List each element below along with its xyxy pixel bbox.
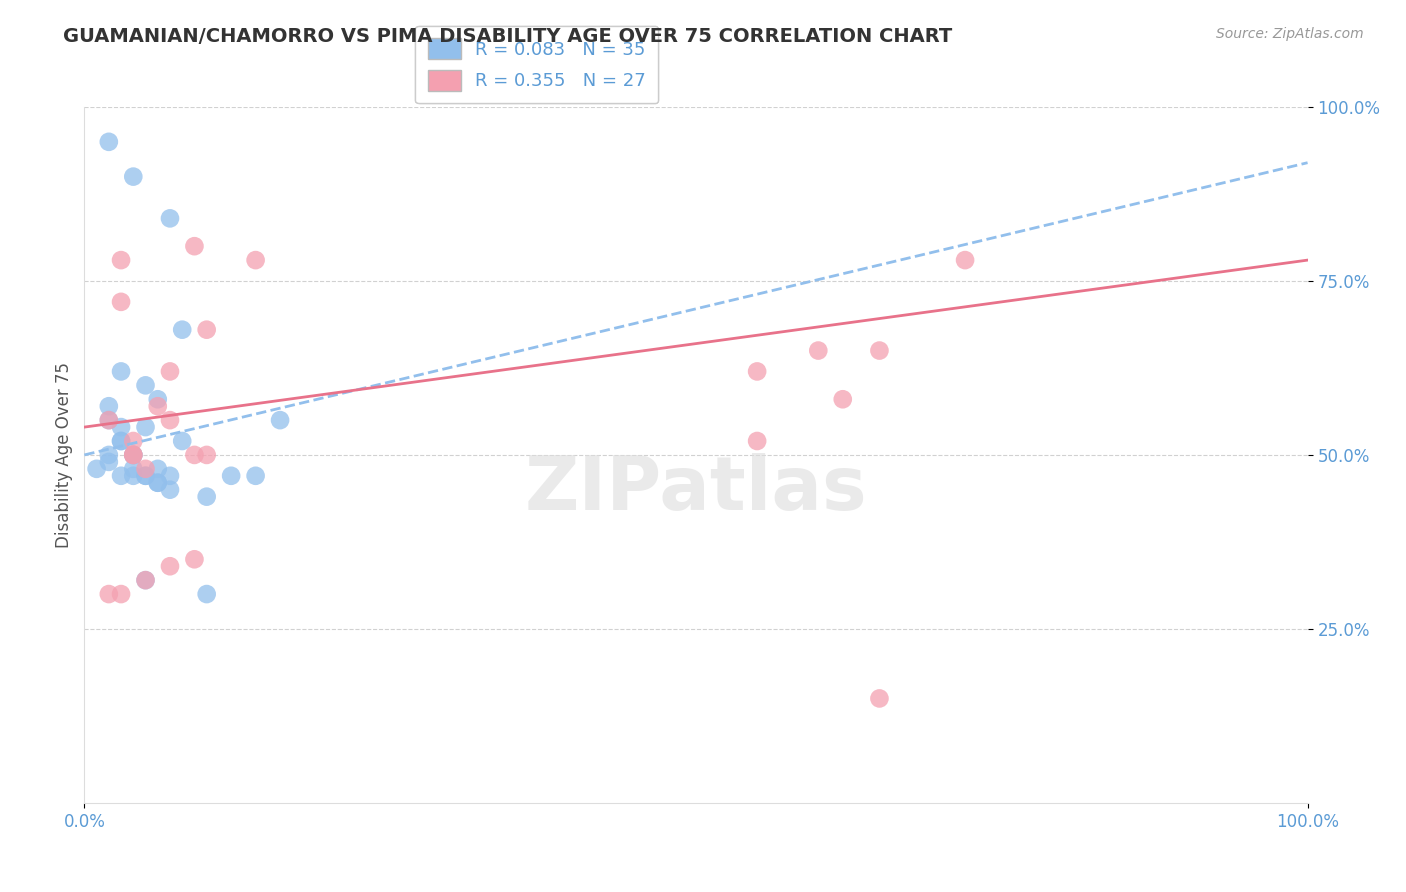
Point — [135, 468, 157, 483]
Point — [97, 135, 120, 149]
Point — [135, 420, 157, 434]
Point — [245, 253, 267, 268]
Legend: R = 0.083   N = 35, R = 0.355   N = 27: R = 0.083 N = 35, R = 0.355 N = 27 — [415, 26, 658, 103]
Point — [97, 399, 120, 413]
Point — [97, 448, 120, 462]
Point — [122, 169, 145, 184]
Point — [97, 413, 120, 427]
Point — [183, 448, 205, 462]
Point — [110, 434, 132, 448]
Point — [122, 434, 145, 448]
Point — [146, 399, 169, 413]
Point — [86, 462, 108, 476]
Point — [122, 448, 145, 462]
Y-axis label: Disability Age Over 75: Disability Age Over 75 — [55, 362, 73, 548]
Point — [159, 211, 181, 226]
Point — [122, 468, 145, 483]
Point — [110, 434, 132, 448]
Point — [172, 323, 194, 337]
Point — [245, 468, 267, 483]
Point — [122, 448, 145, 462]
Point — [122, 448, 145, 462]
Point — [110, 364, 132, 378]
Point — [953, 253, 976, 268]
Point — [110, 468, 132, 483]
Point — [97, 587, 120, 601]
Point — [135, 573, 157, 587]
Point — [195, 448, 218, 462]
Point — [747, 434, 769, 448]
Point — [195, 490, 218, 504]
Point — [159, 364, 181, 378]
Point — [172, 434, 194, 448]
Point — [269, 413, 291, 427]
Point — [146, 462, 169, 476]
Point — [159, 468, 181, 483]
Point — [122, 448, 145, 462]
Point — [869, 691, 891, 706]
Point — [110, 253, 132, 268]
Point — [159, 483, 181, 497]
Point — [195, 587, 218, 601]
Point — [122, 462, 145, 476]
Text: ZIPatlas: ZIPatlas — [524, 453, 868, 526]
Point — [110, 294, 132, 309]
Point — [831, 392, 853, 407]
Point — [159, 559, 181, 574]
Point — [869, 343, 891, 358]
Point — [110, 420, 132, 434]
Point — [747, 364, 769, 378]
Point — [219, 468, 242, 483]
Point — [135, 378, 157, 392]
Point — [135, 468, 157, 483]
Point — [807, 343, 830, 358]
Point — [146, 475, 169, 490]
Point — [146, 475, 169, 490]
Point — [110, 587, 132, 601]
Point — [159, 413, 181, 427]
Text: GUAMANIAN/CHAMORRO VS PIMA DISABILITY AGE OVER 75 CORRELATION CHART: GUAMANIAN/CHAMORRO VS PIMA DISABILITY AG… — [63, 27, 952, 45]
Point — [135, 573, 157, 587]
Point — [146, 392, 169, 407]
Point — [195, 323, 218, 337]
Point — [97, 455, 120, 469]
Text: Source: ZipAtlas.com: Source: ZipAtlas.com — [1216, 27, 1364, 41]
Point — [97, 413, 120, 427]
Point — [183, 239, 205, 253]
Point — [135, 462, 157, 476]
Point — [183, 552, 205, 566]
